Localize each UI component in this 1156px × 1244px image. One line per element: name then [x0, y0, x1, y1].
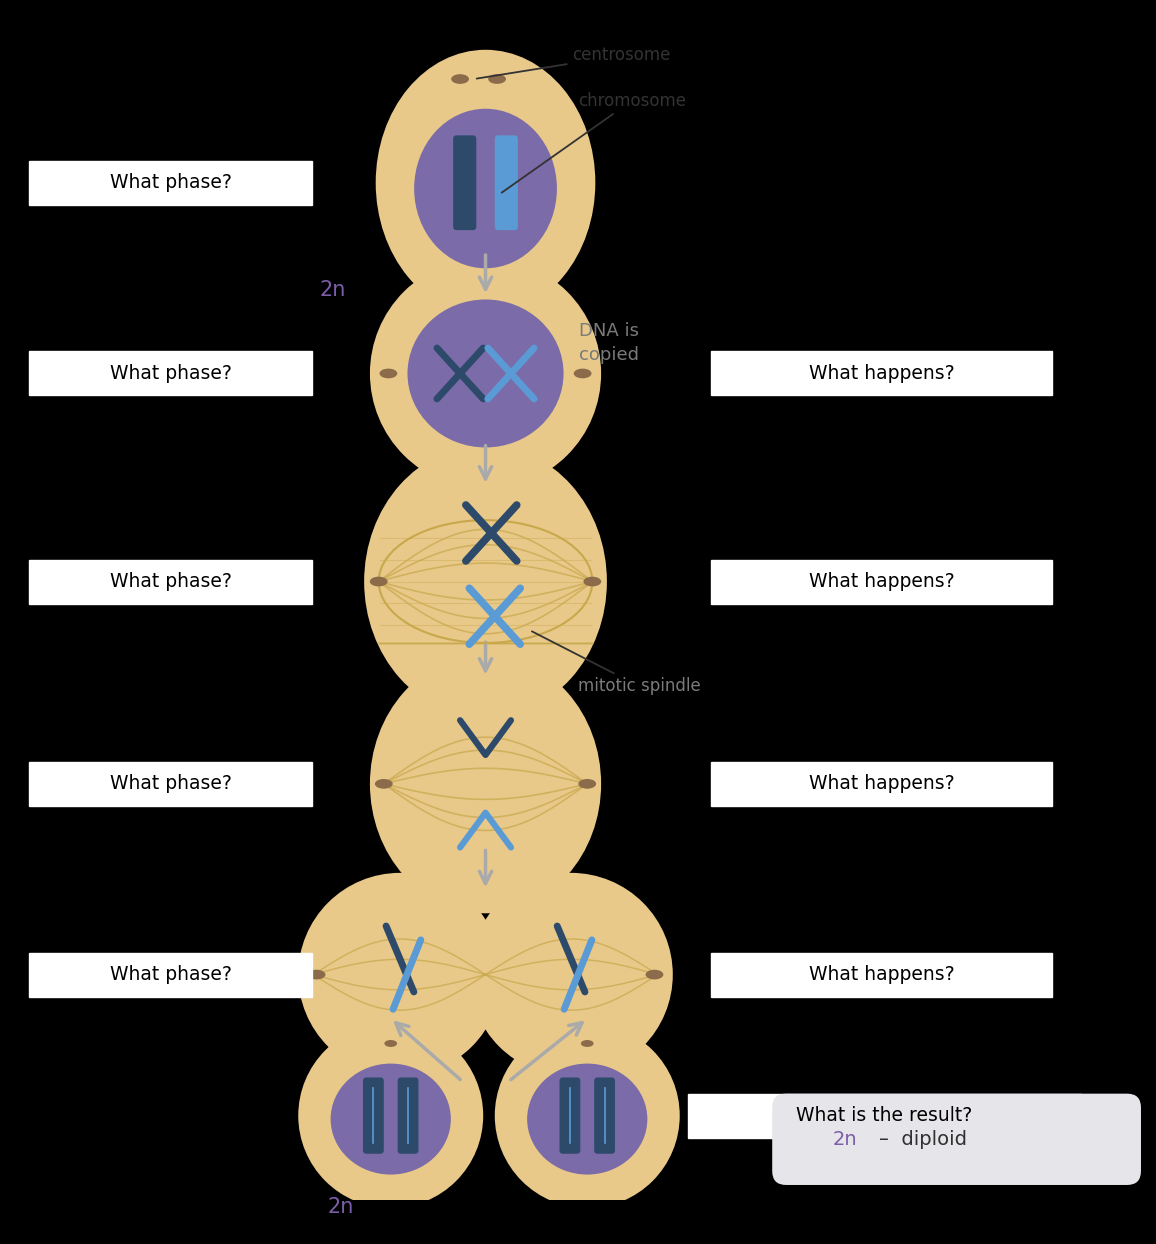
Ellipse shape	[581, 1040, 594, 1047]
Ellipse shape	[370, 258, 601, 489]
Text: What phase?: What phase?	[110, 364, 231, 383]
Ellipse shape	[379, 368, 398, 378]
Text: What phase?: What phase?	[110, 774, 231, 794]
Text: What phase?: What phase?	[110, 572, 231, 591]
Text: DNA is
copied: DNA is copied	[579, 322, 639, 364]
FancyBboxPatch shape	[453, 136, 476, 230]
FancyBboxPatch shape	[29, 761, 312, 806]
FancyBboxPatch shape	[495, 136, 518, 230]
Ellipse shape	[584, 577, 601, 586]
Text: chromosome: chromosome	[502, 92, 686, 193]
FancyBboxPatch shape	[560, 1077, 580, 1153]
Ellipse shape	[451, 75, 469, 83]
FancyBboxPatch shape	[363, 1077, 384, 1153]
FancyBboxPatch shape	[29, 160, 312, 205]
FancyBboxPatch shape	[398, 1077, 418, 1153]
Ellipse shape	[527, 1064, 647, 1174]
Text: 2n: 2n	[832, 1130, 857, 1148]
Text: What happens?: What happens?	[809, 774, 954, 794]
FancyBboxPatch shape	[29, 352, 312, 396]
Ellipse shape	[298, 1023, 483, 1208]
Ellipse shape	[370, 577, 387, 586]
FancyBboxPatch shape	[451, 934, 520, 1015]
FancyBboxPatch shape	[29, 953, 312, 996]
Text: What happens?: What happens?	[809, 364, 954, 383]
Ellipse shape	[488, 75, 506, 83]
Ellipse shape	[307, 970, 326, 979]
Ellipse shape	[469, 873, 673, 1076]
FancyBboxPatch shape	[29, 560, 312, 603]
Ellipse shape	[331, 1064, 451, 1174]
Text: 2n: 2n	[327, 1197, 354, 1217]
Ellipse shape	[364, 445, 607, 718]
Ellipse shape	[376, 50, 595, 316]
Text: What phase?: What phase?	[110, 173, 231, 193]
FancyBboxPatch shape	[772, 1093, 1141, 1186]
FancyBboxPatch shape	[688, 1093, 1081, 1137]
FancyBboxPatch shape	[711, 953, 1052, 996]
Ellipse shape	[414, 108, 557, 269]
Text: What happens?: What happens?	[809, 572, 954, 591]
Text: What happens?: What happens?	[809, 965, 954, 984]
Ellipse shape	[645, 970, 664, 979]
Text: 2n: 2n	[319, 280, 346, 300]
FancyBboxPatch shape	[711, 560, 1052, 603]
Ellipse shape	[495, 1023, 680, 1208]
Text: What phase?: What phase?	[110, 965, 231, 984]
Text: mitotic spindle: mitotic spindle	[532, 632, 701, 695]
Ellipse shape	[298, 873, 502, 1076]
Ellipse shape	[578, 779, 596, 789]
FancyBboxPatch shape	[711, 761, 1052, 806]
Text: centrosome: centrosome	[476, 46, 670, 78]
Ellipse shape	[573, 368, 592, 378]
Text: What is the result?: What is the result?	[796, 1106, 972, 1125]
Text: –  diploid: – diploid	[879, 1130, 966, 1148]
FancyBboxPatch shape	[711, 352, 1052, 396]
Ellipse shape	[384, 1040, 398, 1047]
FancyBboxPatch shape	[594, 1077, 615, 1153]
Ellipse shape	[407, 300, 563, 448]
Ellipse shape	[370, 654, 601, 913]
Ellipse shape	[375, 779, 393, 789]
